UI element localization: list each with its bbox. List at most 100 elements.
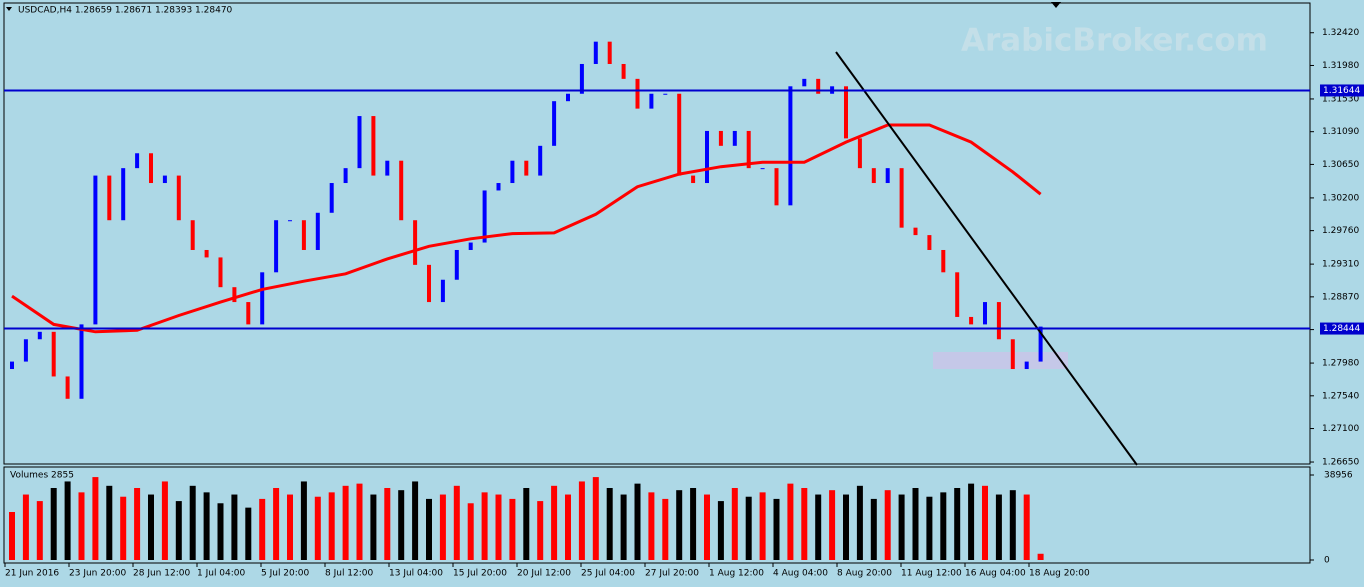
x-tick-label: 1 Aug 12:00 (709, 569, 764, 579)
volume-bar (398, 490, 405, 560)
y-tick-label: 1.31980 (1322, 61, 1359, 71)
y-tick-label: 1.27980 (1322, 359, 1359, 369)
candle-body (816, 78, 821, 94)
volume-bar (1009, 490, 1016, 560)
watermark: ArabicBroker.com (961, 23, 1268, 59)
volume-bar (50, 487, 57, 560)
candle-body (983, 302, 987, 325)
volume-bar (64, 481, 71, 560)
moving-average (11, 123, 1042, 334)
volume-bar (22, 494, 29, 560)
volume-bar (120, 496, 127, 560)
volume-bar (801, 487, 808, 560)
candle-body (732, 130, 737, 146)
x-tick-label: 8 Jul 12:00 (325, 569, 374, 579)
volume-bar (412, 481, 419, 560)
candle-body (190, 220, 195, 250)
volume-bar (314, 496, 321, 560)
volume-bar (1023, 494, 1030, 560)
volume-bar (189, 485, 196, 560)
level-label-box (1320, 84, 1364, 97)
candle-body (663, 93, 668, 95)
y-tick-label: 1.32420 (1322, 28, 1359, 38)
candle-body (329, 183, 334, 213)
level-label: 1.28444 (1323, 324, 1360, 334)
candle-body (482, 190, 487, 243)
volume-bar (912, 487, 919, 560)
candle-body (107, 175, 112, 221)
candle-body (357, 116, 362, 169)
volume-bar (217, 503, 224, 560)
volume-bar (481, 492, 488, 560)
volume-bar (203, 492, 210, 560)
candle-body (232, 287, 237, 303)
candle-body (37, 331, 42, 340)
level-label-box (1320, 322, 1364, 335)
y-tick-label: 1.31090 (1322, 127, 1359, 137)
candle-body (802, 78, 807, 87)
candle-body (301, 220, 306, 250)
y-tick-label: 1.31530 (1322, 94, 1359, 104)
volume-bar (648, 492, 655, 560)
candle-body (204, 249, 209, 258)
volume-bar (578, 481, 585, 560)
price-panel (3, 2, 1311, 465)
volume-bar (467, 503, 474, 560)
candle-body (510, 160, 515, 184)
x-tick-label: 1 Jul 04:00 (197, 569, 246, 579)
candle-body (218, 257, 223, 288)
candle-body (538, 145, 543, 176)
candle-body (385, 160, 390, 176)
volume-bar (704, 494, 710, 560)
candle-body (135, 153, 140, 169)
volume-bar (926, 496, 933, 560)
candle-body (427, 264, 431, 303)
volume-bar (92, 477, 99, 560)
candle-body (121, 168, 126, 221)
x-tick-label: 13 Jul 04:00 (389, 569, 443, 579)
volume-bar (954, 487, 961, 560)
volume-bar (175, 501, 182, 560)
x-tick-label: 28 Jun 12:00 (133, 569, 190, 579)
volume-bar (884, 490, 891, 560)
y-tick-label: 1.29760 (1322, 226, 1359, 236)
volume-bar (940, 492, 947, 560)
candle-body (413, 220, 418, 265)
volume-bar (870, 498, 877, 560)
candle-body (1038, 326, 1043, 362)
zone-rect (933, 352, 1068, 369)
candle-body (149, 153, 153, 184)
candle-body (774, 168, 779, 206)
volume-bar (273, 487, 280, 560)
candle-body (760, 168, 765, 170)
y-tick-label: 1.27100 (1322, 424, 1359, 434)
volume-bar (537, 501, 544, 560)
volume-bar (148, 494, 154, 560)
candle-body (176, 175, 181, 221)
x-tick-label: 23 Jun 20:00 (69, 569, 126, 579)
candle-body (913, 227, 918, 236)
volume-bar (856, 485, 863, 560)
x-tick-label: 8 Aug 20:00 (837, 569, 892, 579)
volume-bar (259, 498, 266, 560)
volume-bar (426, 498, 432, 560)
volume-bar (620, 494, 627, 560)
y-tick-label: 1.30650 (1322, 160, 1359, 170)
volume-bar (300, 481, 307, 560)
candle-body (524, 160, 529, 176)
volume-bar (787, 483, 794, 560)
volume-bar (287, 494, 293, 560)
candle-body (969, 316, 974, 325)
candle-body (899, 168, 904, 228)
shift-marker (1051, 2, 1061, 8)
volume-tick-label: 38956 (1324, 471, 1353, 481)
x-tick-label: 4 Aug 04:00 (773, 569, 828, 579)
y-tick-label: 1.26650 (1322, 458, 1359, 468)
volume-bar (356, 483, 363, 560)
volume-bar (843, 494, 849, 560)
level-label: 1.31644 (1323, 86, 1360, 96)
menu-arrow (6, 7, 12, 11)
candle-body (593, 41, 598, 64)
volume-tick-label: 0 (1324, 556, 1330, 566)
